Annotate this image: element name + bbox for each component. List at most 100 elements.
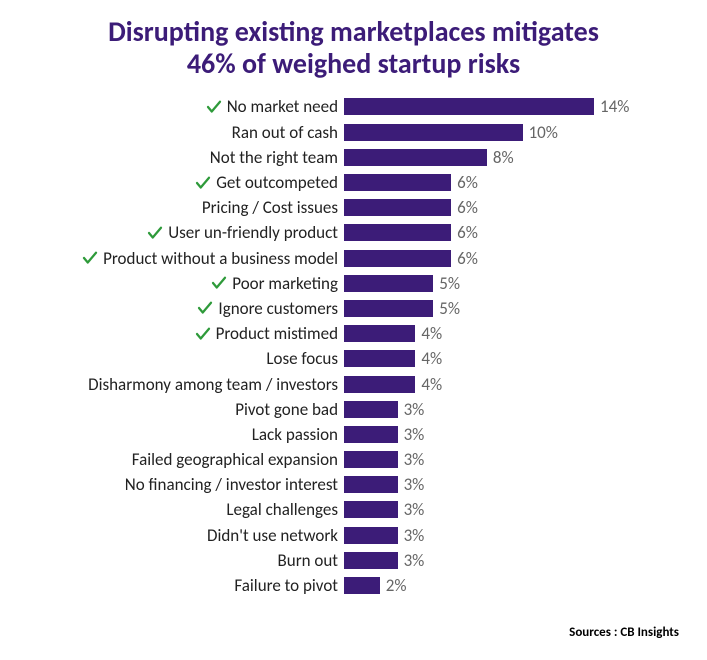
chart-title-line2: 46% of weighed startup risks	[187, 46, 520, 81]
label-col: Didn't use network	[24, 525, 344, 546]
bar-value: 10%	[529, 122, 558, 143]
chart-row: Failed geographical expansion 3%	[24, 447, 683, 472]
bar-label: Not the right team	[210, 147, 338, 168]
bar-col: 10%	[344, 122, 683, 143]
bar-label: Legal challenges	[226, 499, 338, 520]
bar-value: 4%	[421, 323, 442, 344]
label-col: Product without a business model	[24, 248, 344, 269]
bar-label: Ran out of cash	[232, 122, 338, 143]
bar-col: 2%	[344, 575, 683, 596]
label-col: Lose focus	[24, 348, 344, 369]
label-col: Product mistimed	[24, 323, 344, 344]
bar-col: 8%	[344, 147, 683, 168]
chart-row: Pricing / Cost issues 6%	[24, 195, 683, 220]
bar-value: 8%	[493, 147, 514, 168]
bar	[344, 476, 398, 493]
bar-label: Lack passion	[252, 424, 338, 445]
check-icon	[196, 299, 214, 317]
bar-col: 14%	[344, 96, 683, 117]
chart-row: Ignore customers5%	[24, 296, 683, 321]
bar-label: Didn't use network	[207, 525, 338, 546]
bar-label: User un-friendly product	[168, 222, 338, 243]
chart-row: Burn out3%	[24, 548, 683, 573]
chart-row: Product without a business model 6%	[24, 246, 683, 271]
bar-label: Failed geographical expansion	[132, 449, 338, 470]
bar-col: 3%	[344, 449, 683, 470]
bar-value: 6%	[457, 222, 478, 243]
bar-col: 3%	[344, 399, 683, 420]
bar-col: 6%	[344, 222, 683, 243]
bar	[344, 250, 451, 267]
bar-value: 14%	[600, 96, 629, 117]
chart-row: Product mistimed 4%	[24, 321, 683, 346]
bar	[344, 149, 487, 166]
label-col: Poor marketing	[24, 273, 344, 294]
label-col: Failure to pivot	[24, 575, 344, 596]
bar-label: Product without a business model	[103, 248, 338, 269]
chart-row: Lose focus 4%	[24, 346, 683, 371]
bar	[344, 350, 415, 367]
chart-row: Pivot gone bad3%	[24, 397, 683, 422]
bar-value: 3%	[404, 525, 425, 546]
check-icon	[205, 98, 223, 116]
bar-value: 6%	[457, 172, 478, 193]
bar	[344, 325, 415, 342]
bar-label: No market need	[227, 96, 338, 117]
bar	[344, 98, 594, 115]
bar-value: 6%	[457, 197, 478, 218]
bar	[344, 124, 523, 141]
bar-value: 4%	[421, 374, 442, 395]
bar-chart: No market need14%Ran out of cash10%Not t…	[24, 94, 683, 598]
label-col: Burn out	[24, 550, 344, 571]
bar-col: 4%	[344, 348, 683, 369]
bar	[344, 199, 451, 216]
bar-value: 3%	[404, 399, 425, 420]
bar-col: 6%	[344, 197, 683, 218]
bar	[344, 174, 451, 191]
bar-label: Disharmony among team / investors	[88, 374, 338, 395]
bar-col: 3%	[344, 424, 683, 445]
bar-value: 6%	[457, 248, 478, 269]
chart-row: Poor marketing 5%	[24, 271, 683, 296]
label-col: Not the right team	[24, 147, 344, 168]
bar	[344, 300, 433, 317]
chart-row: Didn't use network 3%	[24, 523, 683, 548]
bar	[344, 426, 398, 443]
chart-row: Lack passion 3%	[24, 422, 683, 447]
chart-row: Legal challenges3%	[24, 497, 683, 522]
chart-row: Disharmony among team / investors 4%	[24, 371, 683, 396]
bar-label: Poor marketing	[232, 273, 338, 294]
source-attribution: Sources : CB Insights	[569, 625, 679, 640]
bar	[344, 451, 398, 468]
label-col: Pricing / Cost issues	[24, 197, 344, 218]
bar-col: 6%	[344, 248, 683, 269]
chart-row: Not the right team 8%	[24, 145, 683, 170]
bar	[344, 552, 398, 569]
bar-value: 3%	[404, 424, 425, 445]
bar-col: 6%	[344, 172, 683, 193]
bar-value: 5%	[439, 273, 460, 294]
label-col: No market need	[24, 96, 344, 117]
bar-label: Burn out	[278, 550, 338, 571]
check-icon	[194, 325, 212, 343]
bar-label: Product mistimed	[216, 323, 338, 344]
bar-col: 4%	[344, 323, 683, 344]
bar-col: 4%	[344, 374, 683, 395]
label-col: Get outcompeted	[24, 172, 344, 193]
label-col: Ran out of cash	[24, 122, 344, 143]
bar	[344, 527, 398, 544]
bar	[344, 224, 451, 241]
chart-row: Get outcompeted 6%	[24, 170, 683, 195]
bar-value: 3%	[404, 449, 425, 470]
bar-label: Get outcompeted	[216, 172, 338, 193]
chart-row: No financing / investor interest 3%	[24, 472, 683, 497]
chart-row: Ran out of cash 10%	[24, 120, 683, 145]
label-col: User un-friendly product	[24, 222, 344, 243]
label-col: Ignore customers	[24, 298, 344, 319]
bar	[344, 376, 415, 393]
bar-value: 4%	[421, 348, 442, 369]
bar-col: 3%	[344, 474, 683, 495]
bar-col: 5%	[344, 273, 683, 294]
bar-label: No financing / investor interest	[125, 474, 338, 495]
bar-col: 5%	[344, 298, 683, 319]
